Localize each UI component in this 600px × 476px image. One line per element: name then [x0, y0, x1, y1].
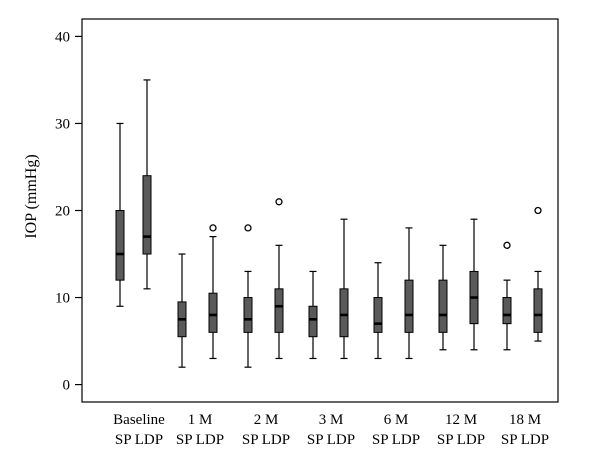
outlier-point — [209, 224, 217, 232]
box-18m-sp — [502, 241, 512, 351]
x-subcategory-label: SP LDP — [115, 432, 163, 448]
y-axis: 0 10 20 30 40 — [55, 29, 82, 394]
box-2m-ldp — [274, 198, 284, 360]
box-18m-ldp — [533, 206, 543, 342]
outlier-point — [534, 206, 542, 215]
x-category-label: 3 M — [319, 412, 344, 428]
box-iqr — [373, 297, 383, 333]
x-subcategory-label: SP LDP — [242, 432, 290, 448]
box-iqr — [142, 175, 152, 255]
box-baseline-sp — [115, 122, 125, 307]
box-3m-sp — [308, 270, 318, 360]
outlier-point — [275, 198, 283, 206]
box-iqr — [208, 292, 218, 333]
x-subcategory-label: SP LDP — [176, 432, 224, 448]
box-iqr — [274, 288, 284, 333]
box-6m-sp — [373, 262, 383, 360]
x-axis: Baseline SP LDP 1 M SP LDP 2 M SP LDP 3 M SP LD… — [113, 412, 549, 448]
box-iqr — [438, 279, 448, 333]
box-series — [115, 79, 543, 368]
box-1m-sp — [177, 253, 187, 368]
x-category-label: 6 M — [384, 412, 409, 428]
box-baseline-ldp — [142, 79, 152, 290]
y-tick-label: 20 — [55, 204, 70, 220]
x-subcategory-label: SP LDP — [307, 432, 355, 448]
box-12m-sp — [438, 244, 448, 351]
x-subcategory-label: SP LDP — [501, 432, 549, 448]
box-12m-ldp — [469, 218, 479, 351]
x-category-label: 1 M — [188, 412, 213, 428]
box-6m-ldp — [404, 227, 414, 360]
y-tick-label: 40 — [55, 29, 70, 45]
x-subcategory-label: SP LDP — [437, 432, 485, 448]
x-category-label: 12 M — [445, 412, 477, 428]
y-axis-label: IOP (mmHg) — [23, 154, 40, 238]
box-3m-ldp — [339, 218, 349, 360]
box-iqr — [502, 297, 512, 325]
box-iqr — [115, 210, 125, 281]
box-iqr — [243, 297, 253, 333]
outlier-point — [244, 224, 252, 232]
plot-frame — [81, 18, 559, 403]
x-category-label: Baseline — [113, 412, 165, 428]
box-2m-sp — [243, 224, 253, 368]
box-1m-ldp — [208, 224, 218, 360]
x-subcategory-label: SP LDP — [372, 432, 420, 448]
x-category-label: 2 M — [254, 412, 279, 428]
x-category-label: 18 M — [509, 412, 541, 428]
y-tick-label: 10 — [55, 291, 70, 307]
y-tick-label: 0 — [63, 378, 71, 394]
y-tick-label: 30 — [55, 116, 70, 132]
box-iqr — [533, 288, 543, 333]
box-iqr — [339, 288, 349, 338]
outlier-point — [503, 241, 511, 249]
box-iqr — [404, 279, 414, 333]
box-iqr — [308, 305, 318, 338]
